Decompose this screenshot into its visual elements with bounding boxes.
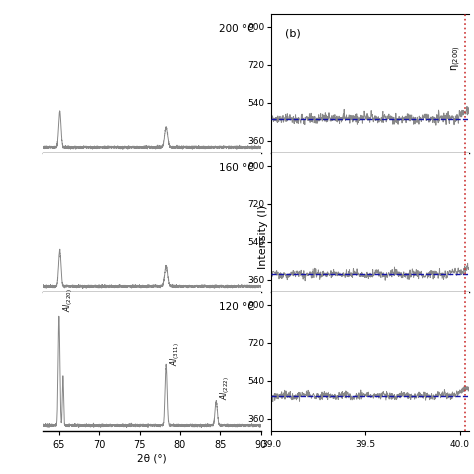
X-axis label: 2θ (°): 2θ (°) (137, 453, 166, 463)
Text: Al$_{(222)}$: Al$_{(222)}$ (218, 376, 232, 400)
Text: Intensity (I): Intensity (I) (258, 205, 268, 269)
Text: (b): (b) (285, 28, 301, 38)
Text: Al$_{(311)}$: Al$_{(311)}$ (168, 342, 182, 366)
Text: 200 °C: 200 °C (219, 24, 254, 34)
Text: 160 °C: 160 °C (219, 163, 254, 173)
Text: η$_{(200)}$: η$_{(200)}$ (450, 45, 463, 71)
Text: Al$_{(220)}$: Al$_{(220)}$ (62, 288, 75, 312)
Text: 120 °C: 120 °C (219, 302, 254, 312)
